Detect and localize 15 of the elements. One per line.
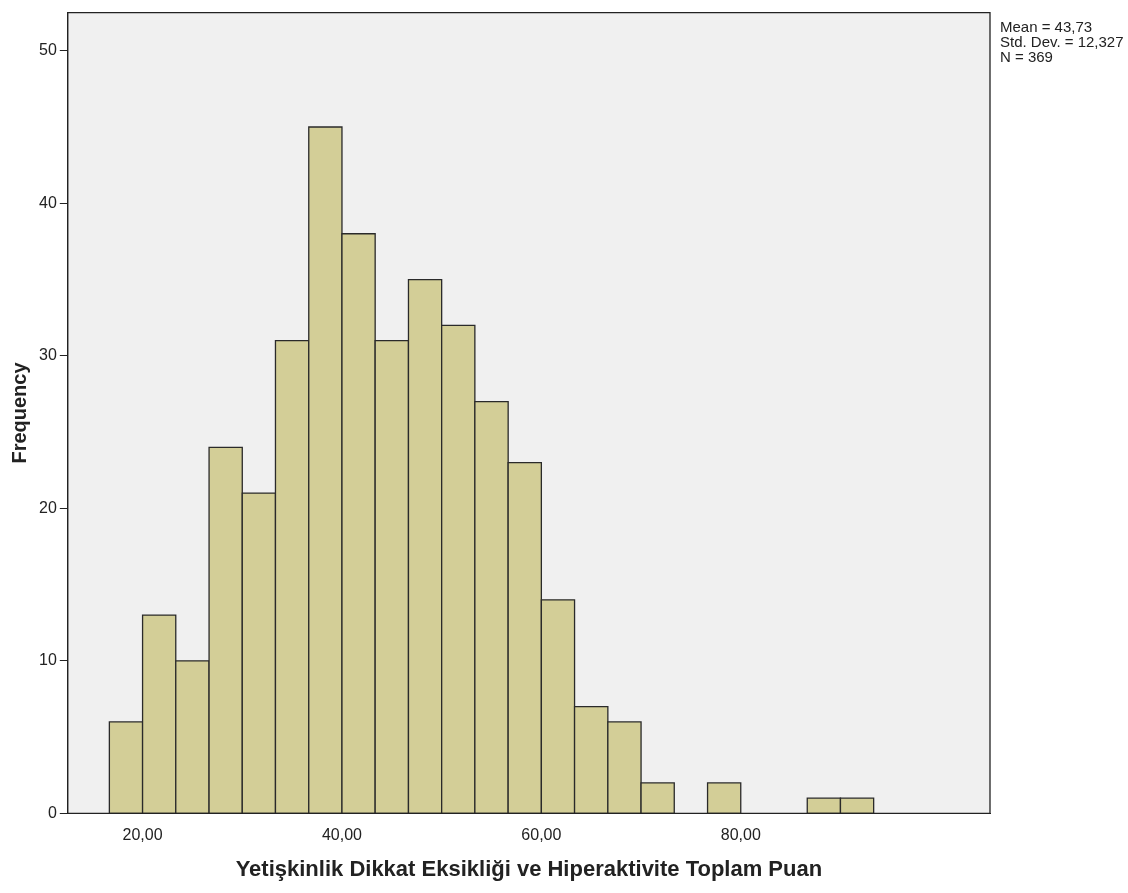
text: N = 369: [1000, 47, 1053, 65]
y-tick-label: 30: [39, 346, 57, 364]
x-tick-label: 40,00: [321, 826, 363, 844]
x-tick-label: 60,00: [521, 826, 562, 844]
x-axis-title: Yetişkinlik Dikkat Eksikliği ve Hiperaktivite Toplam Puan: [235, 855, 823, 881]
y-axis-title: Frequency: [7, 361, 30, 464]
x-tick-label: 80,00: [720, 826, 761, 844]
y-tick-label: 10: [39, 651, 57, 669]
y-tick-label: 50: [39, 41, 57, 59]
text: Mean = 43,73: [1000, 17, 1093, 35]
y-tick-label: 20: [39, 498, 57, 516]
y-tick-label: 0: [47, 803, 57, 821]
y-tick-label: 40: [39, 193, 57, 211]
text: Std. Dev. = 12,327: [1000, 32, 1124, 50]
x-tick-label: 20,00: [122, 826, 163, 844]
